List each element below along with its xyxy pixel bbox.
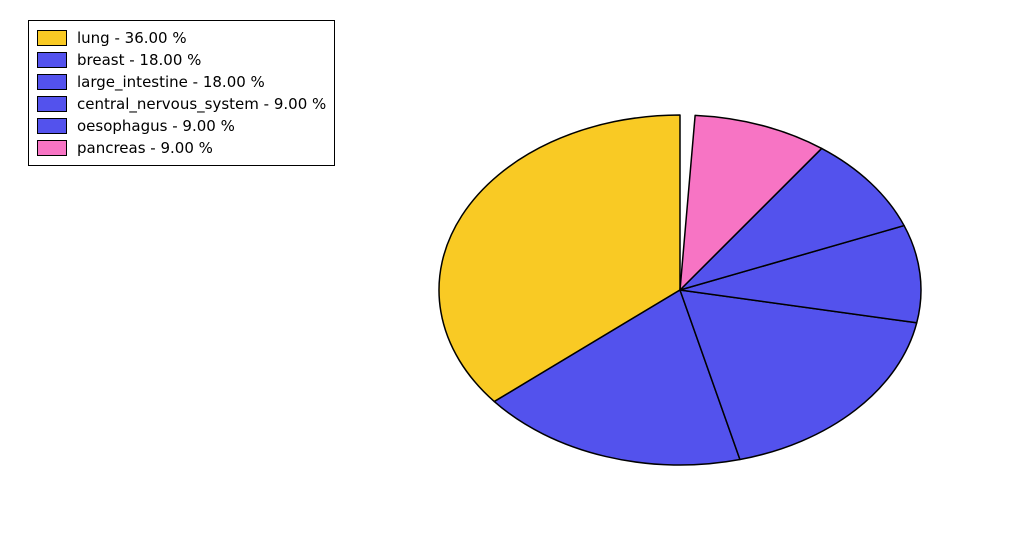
legend-swatch [37, 140, 67, 156]
legend-row: lung - 36.00 % [37, 27, 326, 49]
legend-row: breast - 18.00 % [37, 49, 326, 71]
legend-swatch [37, 52, 67, 68]
legend-row: oesophagus - 9.00 % [37, 115, 326, 137]
legend-swatch [37, 96, 67, 112]
legend-label: large_intestine - 18.00 % [77, 73, 265, 91]
legend-label: lung - 36.00 % [77, 29, 187, 47]
legend-label: central_nervous_system - 9.00 % [77, 95, 326, 113]
legend-label: oesophagus - 9.00 % [77, 117, 235, 135]
legend-row: central_nervous_system - 9.00 % [37, 93, 326, 115]
pie-chart [437, 113, 923, 467]
chart-legend: lung - 36.00 % breast - 18.00 % large_inte… [28, 20, 335, 166]
legend-swatch [37, 74, 67, 90]
legend-label: breast - 18.00 % [77, 51, 201, 69]
legend-swatch [37, 30, 67, 46]
legend-swatch [37, 118, 67, 134]
legend-label: pancreas - 9.00 % [77, 139, 213, 157]
legend-row: large_intestine - 18.00 % [37, 71, 326, 93]
legend-row: pancreas - 9.00 % [37, 137, 326, 159]
